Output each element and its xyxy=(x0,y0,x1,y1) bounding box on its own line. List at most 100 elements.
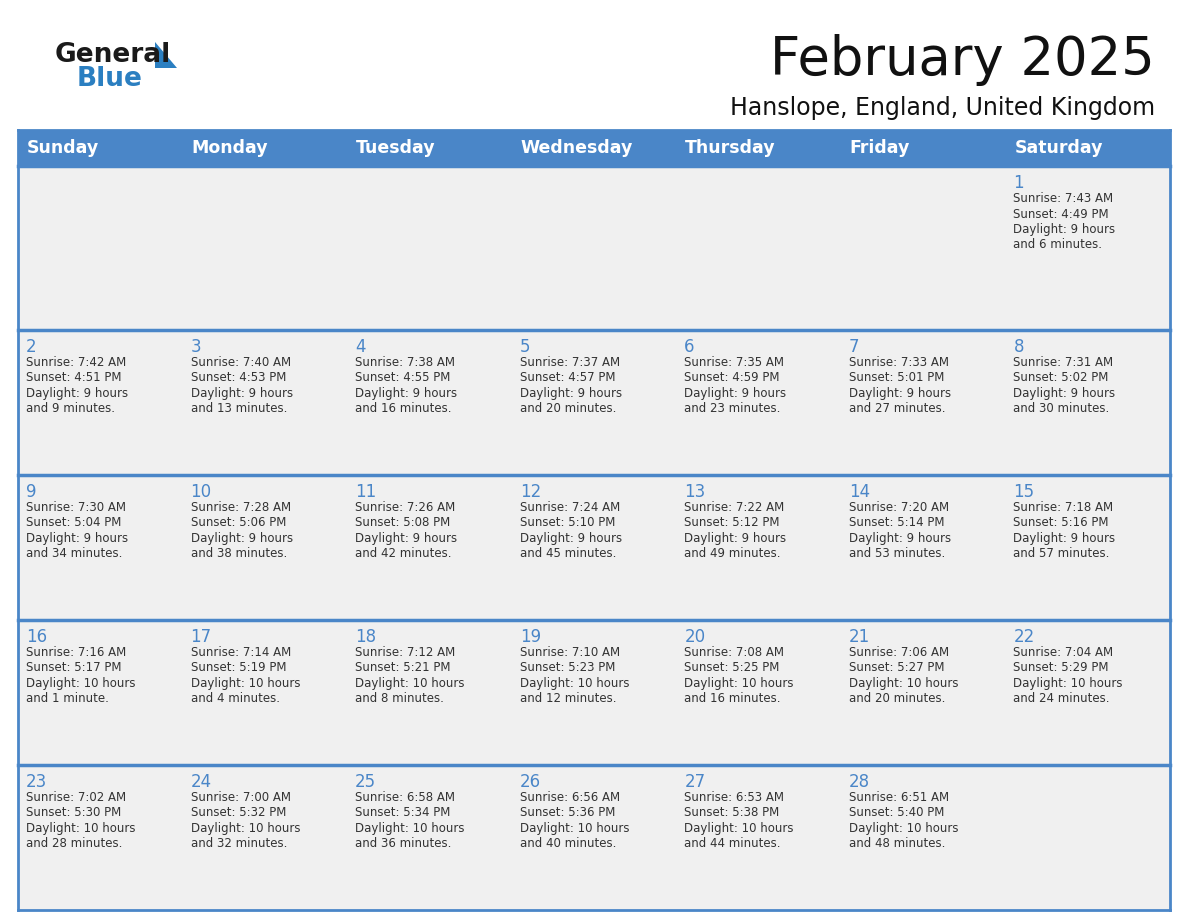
Text: 26: 26 xyxy=(519,773,541,791)
Text: Sunset: 5:12 PM: Sunset: 5:12 PM xyxy=(684,516,779,530)
Text: 23: 23 xyxy=(26,773,48,791)
Text: and 28 minutes.: and 28 minutes. xyxy=(26,837,122,850)
Text: Daylight: 10 hours: Daylight: 10 hours xyxy=(190,677,301,689)
Text: Sunset: 4:57 PM: Sunset: 4:57 PM xyxy=(519,371,615,384)
Text: Sunday: Sunday xyxy=(27,139,100,157)
Text: 4: 4 xyxy=(355,338,366,355)
Text: and 38 minutes.: and 38 minutes. xyxy=(190,547,286,560)
Text: Sunrise: 7:28 AM: Sunrise: 7:28 AM xyxy=(190,500,291,514)
Text: and 53 minutes.: and 53 minutes. xyxy=(849,547,946,560)
Text: Daylight: 10 hours: Daylight: 10 hours xyxy=(190,822,301,834)
Text: Sunset: 4:51 PM: Sunset: 4:51 PM xyxy=(26,371,121,384)
Text: Daylight: 10 hours: Daylight: 10 hours xyxy=(849,822,959,834)
Text: and 40 minutes.: and 40 minutes. xyxy=(519,837,617,850)
Text: 13: 13 xyxy=(684,483,706,500)
Text: Sunset: 5:40 PM: Sunset: 5:40 PM xyxy=(849,806,944,820)
Text: and 36 minutes.: and 36 minutes. xyxy=(355,837,451,850)
Text: Sunset: 4:53 PM: Sunset: 4:53 PM xyxy=(190,371,286,384)
Text: 10: 10 xyxy=(190,483,211,500)
Text: Sunset: 5:14 PM: Sunset: 5:14 PM xyxy=(849,516,944,530)
Text: Daylight: 9 hours: Daylight: 9 hours xyxy=(355,386,457,399)
Text: Sunset: 5:06 PM: Sunset: 5:06 PM xyxy=(190,516,286,530)
Text: Sunrise: 6:58 AM: Sunrise: 6:58 AM xyxy=(355,791,455,804)
Text: Daylight: 9 hours: Daylight: 9 hours xyxy=(1013,532,1116,544)
Text: Sunrise: 7:33 AM: Sunrise: 7:33 AM xyxy=(849,355,949,369)
Text: and 34 minutes.: and 34 minutes. xyxy=(26,547,122,560)
Text: 15: 15 xyxy=(1013,483,1035,500)
Text: Sunset: 5:29 PM: Sunset: 5:29 PM xyxy=(1013,661,1108,675)
Text: 17: 17 xyxy=(190,628,211,646)
Text: and 20 minutes.: and 20 minutes. xyxy=(849,692,946,705)
Text: Sunset: 5:32 PM: Sunset: 5:32 PM xyxy=(190,806,286,820)
Text: Tuesday: Tuesday xyxy=(356,139,436,157)
Text: 7: 7 xyxy=(849,338,859,355)
Text: Sunset: 5:21 PM: Sunset: 5:21 PM xyxy=(355,661,450,675)
Text: Hanslope, England, United Kingdom: Hanslope, England, United Kingdom xyxy=(729,96,1155,120)
Text: Daylight: 9 hours: Daylight: 9 hours xyxy=(849,532,950,544)
Text: Daylight: 9 hours: Daylight: 9 hours xyxy=(26,386,128,399)
Text: and 24 minutes.: and 24 minutes. xyxy=(1013,692,1110,705)
Text: and 16 minutes.: and 16 minutes. xyxy=(684,692,781,705)
Text: Sunrise: 7:31 AM: Sunrise: 7:31 AM xyxy=(1013,355,1113,369)
Text: Daylight: 9 hours: Daylight: 9 hours xyxy=(684,386,786,399)
Text: Sunrise: 7:38 AM: Sunrise: 7:38 AM xyxy=(355,355,455,369)
Text: Sunrise: 7:26 AM: Sunrise: 7:26 AM xyxy=(355,500,455,514)
Text: Daylight: 9 hours: Daylight: 9 hours xyxy=(849,386,950,399)
Text: General: General xyxy=(55,42,171,68)
Text: 8: 8 xyxy=(1013,338,1024,355)
Text: Sunrise: 7:30 AM: Sunrise: 7:30 AM xyxy=(26,500,126,514)
Text: and 4 minutes.: and 4 minutes. xyxy=(190,692,279,705)
Text: 20: 20 xyxy=(684,628,706,646)
Bar xyxy=(18,166,1170,910)
Text: Daylight: 10 hours: Daylight: 10 hours xyxy=(1013,677,1123,689)
Text: Sunrise: 7:14 AM: Sunrise: 7:14 AM xyxy=(190,646,291,659)
Text: Daylight: 10 hours: Daylight: 10 hours xyxy=(26,822,135,834)
Text: and 9 minutes.: and 9 minutes. xyxy=(26,402,115,415)
Text: and 16 minutes.: and 16 minutes. xyxy=(355,402,451,415)
Text: and 48 minutes.: and 48 minutes. xyxy=(849,837,946,850)
Text: and 23 minutes.: and 23 minutes. xyxy=(684,402,781,415)
Text: Sunrise: 7:42 AM: Sunrise: 7:42 AM xyxy=(26,355,126,369)
Text: Sunrise: 7:40 AM: Sunrise: 7:40 AM xyxy=(190,355,291,369)
Text: February 2025: February 2025 xyxy=(770,34,1155,86)
Text: and 13 minutes.: and 13 minutes. xyxy=(190,402,287,415)
Text: Sunset: 4:59 PM: Sunset: 4:59 PM xyxy=(684,371,779,384)
Text: Blue: Blue xyxy=(77,66,143,92)
Text: Sunrise: 7:08 AM: Sunrise: 7:08 AM xyxy=(684,646,784,659)
Text: and 42 minutes.: and 42 minutes. xyxy=(355,547,451,560)
Text: Sunset: 4:55 PM: Sunset: 4:55 PM xyxy=(355,371,450,384)
Text: Sunrise: 6:51 AM: Sunrise: 6:51 AM xyxy=(849,791,949,804)
Text: 6: 6 xyxy=(684,338,695,355)
Text: and 49 minutes.: and 49 minutes. xyxy=(684,547,781,560)
Text: and 30 minutes.: and 30 minutes. xyxy=(1013,402,1110,415)
Text: 3: 3 xyxy=(190,338,201,355)
Text: Sunrise: 6:53 AM: Sunrise: 6:53 AM xyxy=(684,791,784,804)
Text: Daylight: 10 hours: Daylight: 10 hours xyxy=(519,677,630,689)
Text: Sunset: 5:01 PM: Sunset: 5:01 PM xyxy=(849,371,944,384)
Text: Sunrise: 7:04 AM: Sunrise: 7:04 AM xyxy=(1013,646,1113,659)
Text: Sunrise: 7:43 AM: Sunrise: 7:43 AM xyxy=(1013,192,1113,205)
Text: and 27 minutes.: and 27 minutes. xyxy=(849,402,946,415)
Text: 1: 1 xyxy=(1013,174,1024,192)
Text: Daylight: 10 hours: Daylight: 10 hours xyxy=(684,677,794,689)
Text: Sunset: 5:30 PM: Sunset: 5:30 PM xyxy=(26,806,121,820)
Text: Sunset: 4:49 PM: Sunset: 4:49 PM xyxy=(1013,207,1110,220)
Text: Sunset: 5:19 PM: Sunset: 5:19 PM xyxy=(190,661,286,675)
Text: 12: 12 xyxy=(519,483,541,500)
Text: Daylight: 9 hours: Daylight: 9 hours xyxy=(684,532,786,544)
Text: Sunrise: 7:35 AM: Sunrise: 7:35 AM xyxy=(684,355,784,369)
Text: Sunset: 5:04 PM: Sunset: 5:04 PM xyxy=(26,516,121,530)
Text: Daylight: 10 hours: Daylight: 10 hours xyxy=(849,677,959,689)
Text: Daylight: 10 hours: Daylight: 10 hours xyxy=(519,822,630,834)
Text: Sunrise: 7:06 AM: Sunrise: 7:06 AM xyxy=(849,646,949,659)
Text: 28: 28 xyxy=(849,773,870,791)
Text: Sunrise: 7:24 AM: Sunrise: 7:24 AM xyxy=(519,500,620,514)
Text: Daylight: 9 hours: Daylight: 9 hours xyxy=(355,532,457,544)
Text: Sunrise: 7:16 AM: Sunrise: 7:16 AM xyxy=(26,646,126,659)
Text: Daylight: 9 hours: Daylight: 9 hours xyxy=(519,532,621,544)
Text: Sunset: 5:16 PM: Sunset: 5:16 PM xyxy=(1013,516,1108,530)
Text: Sunset: 5:34 PM: Sunset: 5:34 PM xyxy=(355,806,450,820)
Text: Wednesday: Wednesday xyxy=(520,139,633,157)
Text: 25: 25 xyxy=(355,773,377,791)
Text: 19: 19 xyxy=(519,628,541,646)
